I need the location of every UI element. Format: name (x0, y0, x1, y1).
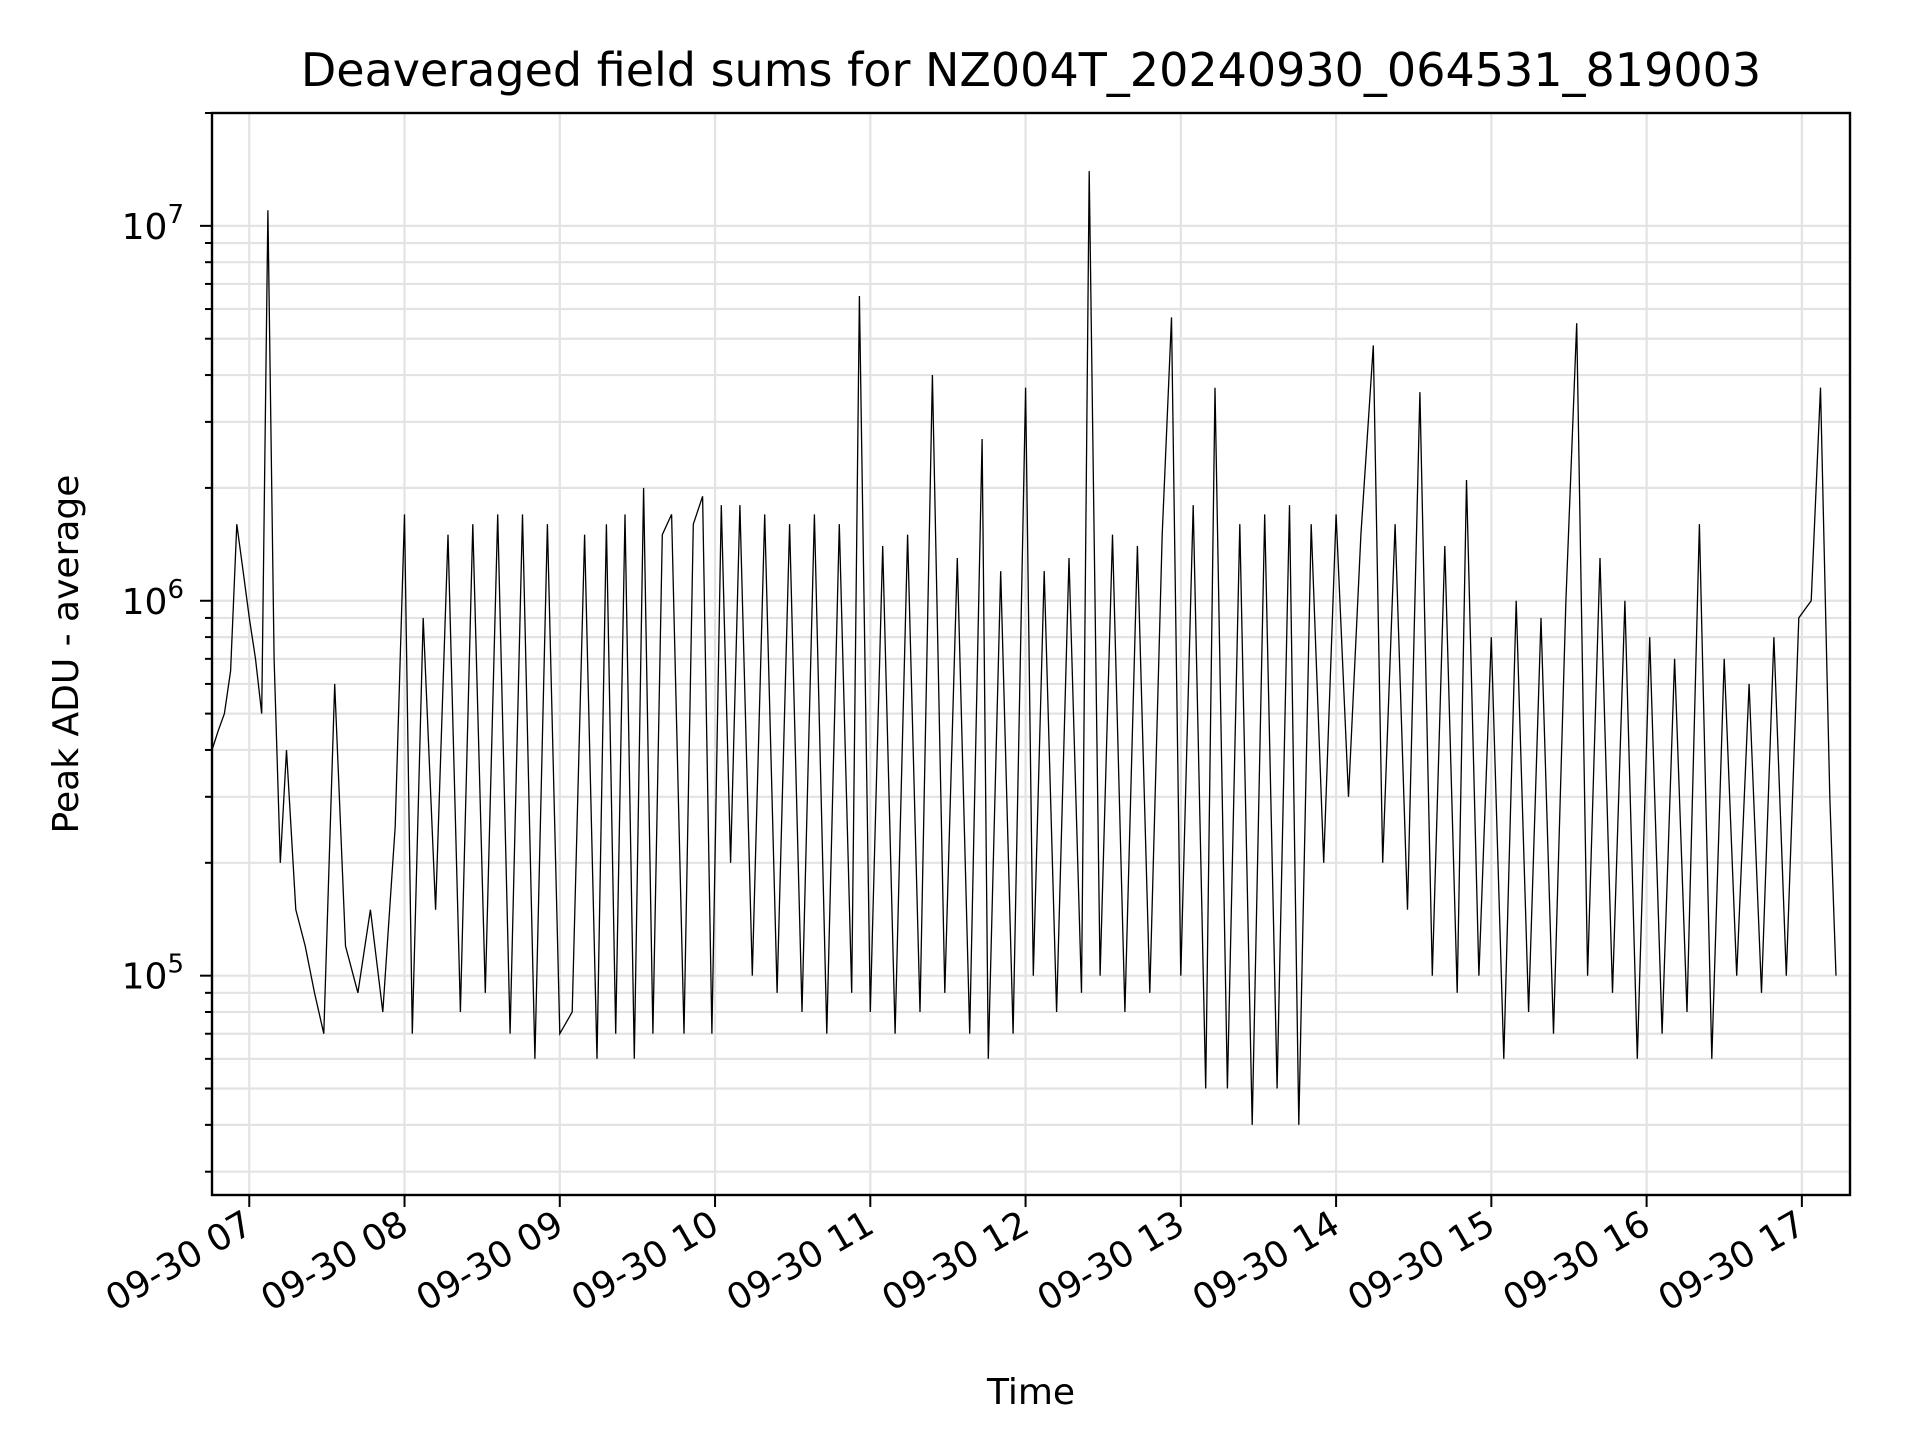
x-tick-label: 09-30 12 (875, 1203, 1036, 1319)
x-tick-label: 09-30 09 (410, 1203, 571, 1319)
x-tick-label: 09-30 10 (565, 1203, 726, 1319)
grid (212, 111, 1850, 1195)
y-tick-label: 106 (122, 575, 184, 623)
x-tick-label: 09-30 08 (254, 1203, 415, 1319)
plot-frame (210, 111, 1852, 1197)
x-axis-title: Time (986, 1372, 1075, 1413)
x-tick-label: 09-30 14 (1186, 1203, 1347, 1319)
y-axis-title: Peak ADU - average (46, 475, 87, 834)
y-tick-label: 105 (122, 950, 184, 998)
x-tick-label: 09-30 11 (720, 1203, 881, 1319)
series-line (211, 171, 1837, 1125)
x-tick-label: 09-30 17 (1652, 1203, 1813, 1319)
chart-title: Deaveraged field sums for NZ004T_2024093… (301, 43, 1761, 97)
y-tick-label: 107 (122, 200, 184, 248)
x-tick-label: 09-30 16 (1496, 1203, 1657, 1319)
series-layer (211, 171, 1837, 1125)
y-axis: 105 106 107 (122, 112, 212, 1173)
x-tick-label: 09-30 15 (1341, 1203, 1502, 1319)
x-tick-label: 09-30 13 (1031, 1203, 1192, 1319)
x-tick-label: 09-30 07 (99, 1203, 260, 1319)
